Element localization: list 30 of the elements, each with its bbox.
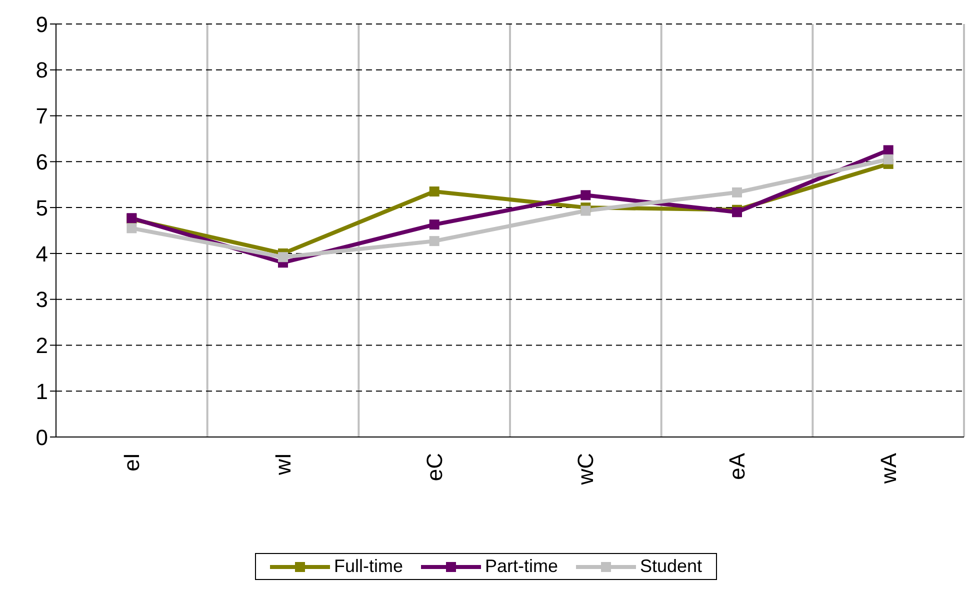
x-tick-label: wA — [876, 452, 901, 485]
x-tick-label: wI — [270, 453, 296, 476]
point — [732, 207, 742, 218]
point — [429, 220, 440, 230]
y-tick-label: 9 — [36, 12, 48, 37]
point — [883, 154, 894, 164]
y-tick-label: 1 — [36, 378, 48, 404]
y-tick-label: 3 — [36, 287, 48, 312]
y-tick-label: 6 — [36, 149, 48, 174]
y-tick-label: 5 — [36, 195, 48, 220]
y-tick-label: 8 — [36, 58, 48, 83]
y-tick-label: 4 — [36, 241, 48, 266]
point — [278, 252, 288, 262]
legend-label: Student — [640, 556, 702, 577]
point — [580, 190, 591, 200]
point — [732, 187, 742, 198]
y-tick-label: 2 — [36, 333, 48, 358]
point — [580, 206, 591, 216]
x-tick-label: eA — [724, 452, 750, 480]
legend-label: Full-time — [334, 556, 403, 577]
point — [429, 236, 440, 246]
point — [126, 223, 137, 234]
x-tick-label: eI — [119, 453, 144, 472]
x-tick-label: eC — [422, 452, 447, 482]
point — [883, 145, 894, 156]
x-tick-label: wC — [573, 452, 598, 486]
y-tick-label: 7 — [36, 104, 48, 129]
y-tick-label: 0 — [36, 424, 48, 450]
point — [429, 186, 440, 196]
legend-label: Part-time — [484, 556, 558, 577]
